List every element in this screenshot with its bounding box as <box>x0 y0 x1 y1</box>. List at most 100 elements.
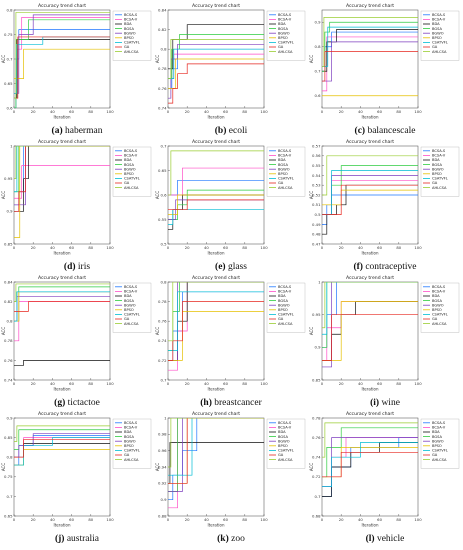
x-tick-label: 0 <box>321 381 324 386</box>
legend-label: AHLCSA <box>124 458 139 462</box>
x-tick-label: 60 <box>377 517 382 522</box>
x-tick-label: 100 <box>414 245 422 250</box>
x-tick-label: 60 <box>377 109 382 114</box>
legend-label: BGSA <box>124 299 135 303</box>
legend-label: CSATVFL <box>432 177 448 181</box>
y-axis-label: ACC <box>155 55 160 63</box>
series-line-bcsa-s <box>14 29 110 108</box>
y-tick-label: 0.8 <box>6 7 13 12</box>
legend-label: BGSA <box>124 435 135 439</box>
x-tick-label: 100 <box>260 517 268 522</box>
legend-label: BPSO <box>124 172 134 176</box>
chart-panel: Accuracy trend chart 0.7 0.72 0.74 0.76 0.78 0… <box>155 275 306 408</box>
y-axis-label: ACC <box>1 55 6 63</box>
series-line-ahlcsa <box>322 155 418 196</box>
chart-title: Accuracy trend chart <box>38 139 86 145</box>
chart-title: Accuracy trend chart <box>38 3 86 9</box>
x-tick-label: 0 <box>167 517 170 522</box>
chart-panel: Accuracy trend chart 0.68 0.7 0.72 0.74 0.76 0… <box>309 411 460 544</box>
legend-label: GA <box>432 181 438 185</box>
y-axis-label: ACC <box>1 191 6 199</box>
series-line-bgsa <box>14 429 110 450</box>
y-axis-label: ACC <box>309 55 314 63</box>
y-tick-label: 0.85 <box>4 241 13 246</box>
y-tick-label: 0.8 <box>160 279 167 284</box>
x-tick-label: 40 <box>358 381 363 386</box>
legend-label: BPSO <box>124 36 134 40</box>
x-tick-label: 40 <box>50 109 55 114</box>
legend-label: BDA <box>278 294 286 298</box>
legend-label: CSATVFL <box>432 41 448 45</box>
legend-label: AHLCSA <box>432 458 447 462</box>
y-tick-label: 0.65 <box>4 513 13 518</box>
plot-area <box>13 281 111 381</box>
y-tick-label: 0.57 <box>312 143 321 148</box>
chart-title: Accuracy trend chart <box>38 275 86 281</box>
legend-label: BPSO <box>432 308 442 312</box>
y-tick-label: 0.8 <box>6 319 13 324</box>
y-tick-label: 0.72 <box>312 474 321 479</box>
chart-panel: Accuracy trend chart 0.74 0.76 0.78 0.8 0.82 0… <box>1 275 152 408</box>
y-tick-label: 0.85 <box>4 435 13 440</box>
legend-label: BGSA <box>278 163 289 167</box>
y-tick-label: 0.72 <box>158 358 167 363</box>
x-tick-label: 80 <box>396 517 401 522</box>
legend-label: CSATVFL <box>432 313 448 317</box>
series-line-ga <box>14 146 110 212</box>
x-tick-label: 60 <box>69 109 74 114</box>
panel-caption: (c) balancescale <box>355 125 416 136</box>
x-tick-label: 100 <box>260 109 268 114</box>
legend-label: BDA <box>278 430 286 434</box>
y-tick-label: 0.54 <box>312 173 321 178</box>
x-tick-label: 60 <box>69 381 74 386</box>
series-line-ahlcsa <box>14 146 110 180</box>
y-tick-label: 0.95 <box>312 312 321 317</box>
x-tick-label: 20 <box>339 381 344 386</box>
legend-label: BDA <box>432 22 440 26</box>
legend-label: BCSA-S <box>278 13 292 17</box>
legend-label: GA <box>432 317 438 321</box>
x-tick-label: 40 <box>358 517 363 522</box>
legend-label: BGWO <box>124 167 136 171</box>
y-axis-label: ACC <box>309 327 314 335</box>
x-tick-label: 0 <box>13 109 16 114</box>
series-line-ga <box>322 451 418 478</box>
x-tick-label: 60 <box>223 109 228 114</box>
y-tick-label: 0.84 <box>158 7 167 12</box>
x-tick-label: 40 <box>358 109 363 114</box>
legend: BCSA-SBCSA-VBDABGSABGWOBPSOCSATVFLGAAHLC… <box>420 10 460 61</box>
chart-title: Accuracy trend chart <box>192 3 240 9</box>
x-tick-label: 60 <box>377 245 382 250</box>
x-tick-label: 80 <box>88 381 93 386</box>
chart-panel: Accuracy trend chart 0.5 0.55 0.6 0.65 0.7 0 20… <box>155 139 306 272</box>
legend-label: GA <box>124 45 130 49</box>
legend-label: AHLCSA <box>278 50 293 54</box>
legend-label: BPSO <box>432 444 442 448</box>
y-tick-label: 0.47 <box>312 241 321 246</box>
x-tick-label: 100 <box>106 381 114 386</box>
chart-panel: Accuracy trend chart 0.65 0.7 0.75 0.8 0.85 0.… <box>1 411 152 544</box>
x-tick-label: 20 <box>185 245 190 250</box>
series-line-csatvfl <box>14 146 110 193</box>
legend-label: BDA <box>432 294 440 298</box>
x-tick-label: 80 <box>242 245 247 250</box>
y-tick-label: 0.76 <box>312 435 321 440</box>
y-tick-label: 0.98 <box>158 432 167 437</box>
x-tick-label: 20 <box>31 109 36 114</box>
legend-label: GA <box>124 453 130 457</box>
legend-label: BGSA <box>432 435 443 439</box>
legend-label: BGWO <box>278 31 290 35</box>
x-tick-label: 100 <box>260 245 268 250</box>
x-tick-label: 40 <box>204 245 209 250</box>
legend-label: BCSA-V <box>432 154 446 158</box>
legend-label: BCSA-S <box>124 421 138 425</box>
series-line-bda <box>14 146 110 212</box>
y-tick-label: 0.94 <box>158 464 167 469</box>
legend-label: BCSA-V <box>124 18 138 22</box>
panel-caption-label: (c) <box>355 125 366 136</box>
legend-label: BCSA-S <box>432 149 446 153</box>
x-tick-label: 40 <box>204 381 209 386</box>
legend-label: BDA <box>278 158 286 162</box>
y-tick-label: 0.48 <box>312 232 321 237</box>
